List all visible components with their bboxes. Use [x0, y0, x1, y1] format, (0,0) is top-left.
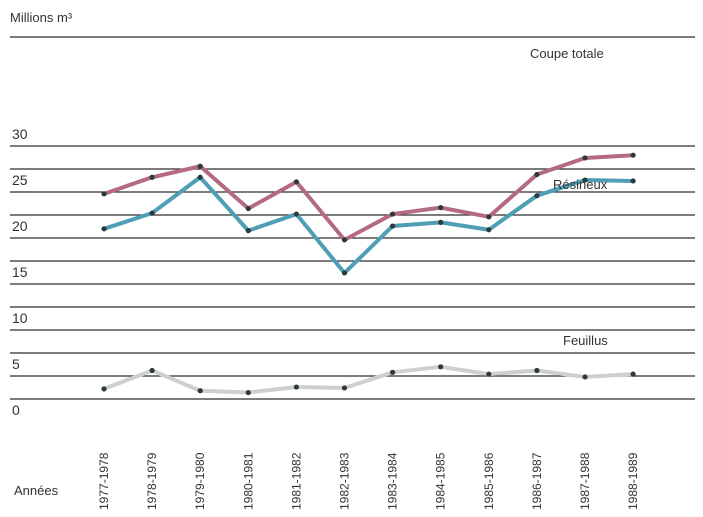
series-label: Résineux: [553, 177, 608, 192]
x-tick-label: 1983-1984: [386, 452, 400, 510]
data-point: [293, 211, 299, 217]
data-point: [101, 191, 107, 197]
x-tick-label: 1988-1989: [626, 452, 640, 510]
data-point: [534, 171, 540, 178]
x-tick-label: 1980-1981: [241, 452, 255, 510]
data-point: [486, 214, 492, 220]
y-tick-label: 15: [12, 264, 28, 280]
data-point: [293, 179, 299, 185]
grid: 0 5 10 15 20 25 30: [10, 36, 695, 418]
y-tick-label: 0: [12, 402, 20, 418]
data-point: [101, 226, 107, 232]
y-tick-label: 10: [12, 310, 28, 326]
x-tick-label: 1978-1979: [145, 452, 159, 510]
data-point: [390, 223, 396, 229]
x-tick-label: 1985-1986: [482, 452, 496, 510]
data-point: [582, 374, 588, 380]
data-point: [245, 389, 251, 396]
data-point: [486, 227, 492, 233]
x-tick-label: 1984-1985: [434, 452, 448, 510]
y-tick-label: 5: [12, 356, 20, 372]
x-tick-label: 1987-1988: [578, 452, 592, 510]
data-point: [245, 205, 251, 212]
y-tick-label: 25: [12, 172, 28, 188]
data-point: [149, 174, 155, 180]
x-tick-label: 1986-1987: [530, 452, 544, 510]
data-point: [534, 193, 540, 199]
y-tick-label: 30: [12, 126, 28, 142]
series-label: Feuillus: [563, 333, 608, 348]
data-point: [341, 237, 348, 243]
data-point: [390, 369, 396, 375]
data-point: [438, 205, 444, 211]
data-point: [630, 371, 636, 377]
data-point: [293, 384, 299, 390]
series-line: [102, 364, 636, 395]
data-point: [630, 178, 636, 184]
data-point: [149, 367, 155, 374]
x-tick-label: 1982-1983: [338, 452, 352, 510]
series-label: Coupe totale: [530, 46, 604, 61]
data-point: [197, 174, 203, 180]
series-layer: [101, 152, 636, 396]
data-point: [534, 367, 540, 374]
x-tick-label: 1981-1982: [289, 452, 303, 510]
data-point: [582, 155, 588, 161]
data-point: [390, 211, 396, 217]
x-tick-label: 1979-1980: [193, 452, 207, 510]
data-point: [197, 163, 203, 169]
y-tick-label: 20: [12, 218, 28, 234]
x-tick-label: 1977-1978: [97, 452, 111, 510]
data-point: [438, 219, 444, 225]
data-point: [582, 177, 588, 183]
series-line: [102, 175, 636, 275]
series-labels: Coupe totale Résineux Feuillus: [530, 46, 608, 348]
y-unit-label: Millions m³: [10, 10, 73, 25]
data-point: [149, 210, 155, 216]
data-point: [438, 364, 444, 370]
data-point: [245, 228, 251, 234]
series-line: [102, 153, 636, 242]
data-point: [341, 385, 348, 391]
x-tick-labels: 1977-1978 1978-1979 1979-1980 1980-1981 1981…: [97, 452, 640, 510]
data-point: [101, 386, 107, 392]
data-point: [197, 388, 203, 394]
data-point: [486, 371, 492, 377]
x-axis-label: Années: [14, 483, 59, 498]
data-point: [630, 152, 636, 158]
data-point: [341, 270, 348, 276]
